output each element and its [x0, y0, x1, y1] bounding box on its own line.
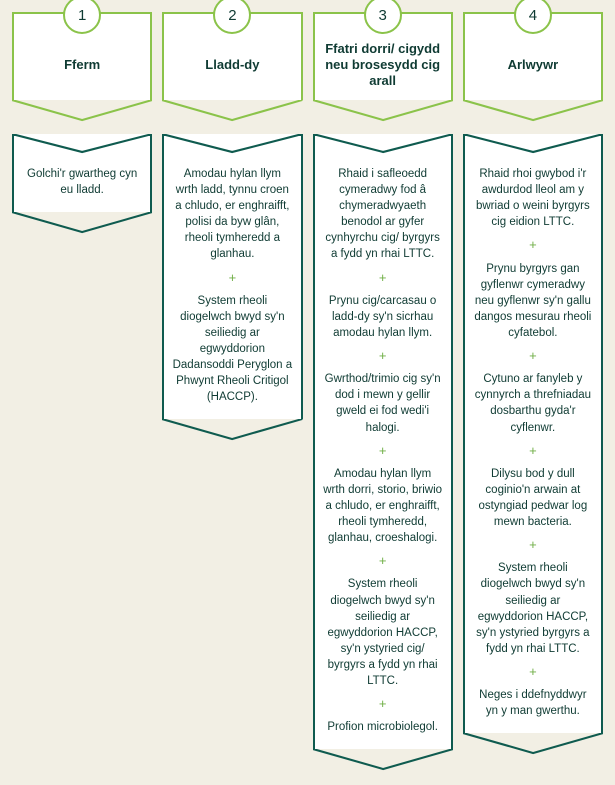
column-header: 2Lladd-dy: [162, 12, 302, 100]
plus-separator: +: [172, 269, 292, 287]
content-item: Profion microbiolegol.: [323, 719, 443, 735]
content-item: Golchi'r gwartheg cyn eu lladd.: [22, 166, 142, 198]
content-chevron: [313, 749, 453, 773]
plus-separator: +: [473, 236, 593, 254]
column-title: Ffatri dorri/ cigydd neu brosesydd cig a…: [315, 41, 451, 90]
content-item: System rheoli diogelwch bwyd sy'n seilie…: [473, 560, 593, 657]
content-item: Rhaid i safleoedd cymeradwy fod â chymer…: [323, 166, 443, 263]
step-number-circle: 1: [63, 0, 101, 34]
process-column: 3Ffatri dorri/ cigydd neu brosesydd cig …: [313, 12, 453, 773]
content-item: Amodau hylan llym wrth ladd, tynnu croen…: [172, 166, 292, 263]
content-chevron: [12, 212, 152, 236]
step-number-circle: 3: [364, 0, 402, 34]
column-title: Fferm: [58, 57, 106, 73]
content-item: Amodau hylan llym wrth dorri, storio, br…: [323, 466, 443, 546]
content-chevron: [463, 733, 603, 757]
process-column: 4Arlwywr Rhaid rhoi gwybod i'r awdurdod …: [463, 12, 603, 757]
column-title: Arlwywr: [502, 57, 565, 73]
plus-separator: +: [473, 347, 593, 365]
header-chevron: [12, 100, 152, 124]
content-item: Rhaid rhoi gwybod i'r awdurdod lleol am …: [473, 166, 593, 230]
content-notch: [162, 134, 302, 156]
header-chevron: [313, 100, 453, 124]
plus-separator: +: [323, 347, 443, 365]
plus-separator: +: [323, 269, 443, 287]
column-content: Rhaid rhoi gwybod i'r awdurdod lleol am …: [463, 134, 603, 733]
content-item: System rheoli diogelwch bwyd sy'n seilie…: [323, 576, 443, 689]
content-chevron: [162, 419, 302, 443]
column-header: 4Arlwywr: [463, 12, 603, 100]
column-content: Amodau hylan llym wrth ladd, tynnu croen…: [162, 134, 302, 419]
header-chevron: [463, 100, 603, 124]
column-header: 3Ffatri dorri/ cigydd neu brosesydd cig …: [313, 12, 453, 100]
column-title: Lladd-dy: [199, 57, 265, 73]
content-notch: [313, 134, 453, 156]
plus-separator: +: [473, 663, 593, 681]
process-column: 1Fferm Golchi'r gwartheg cyn eu lladd.: [12, 12, 152, 236]
content-item: Neges i ddefnyddwyr yn y man gwerthu.: [473, 687, 593, 719]
content-item: Prynu cig/carcasau o ladd-dy sy'n sicrha…: [323, 293, 443, 341]
content-notch: [463, 134, 603, 156]
content-notch: [12, 134, 152, 156]
content-item: System rheoli diogelwch bwyd sy'n seilie…: [172, 293, 292, 406]
column-content: Golchi'r gwartheg cyn eu lladd.: [12, 134, 152, 212]
content-item: Prynu byrgyrs gan gyflenwr cymeradwy neu…: [473, 261, 593, 341]
plus-separator: +: [473, 536, 593, 554]
step-number-circle: 4: [514, 0, 552, 34]
process-column: 2Lladd-dy Amodau hylan llym wrth ladd, t…: [162, 12, 302, 443]
content-item: Dilysu bod y dull coginio'n arwain at os…: [473, 466, 593, 530]
column-content: Rhaid i safleoedd cymeradwy fod â chymer…: [313, 134, 453, 749]
column-header: 1Fferm: [12, 12, 152, 100]
plus-separator: +: [323, 695, 443, 713]
plus-separator: +: [323, 552, 443, 570]
step-number-circle: 2: [213, 0, 251, 34]
header-chevron: [162, 100, 302, 124]
plus-separator: +: [473, 442, 593, 460]
content-item: Cytuno ar fanyleb y cynnyrch a threfniad…: [473, 371, 593, 435]
plus-separator: +: [323, 442, 443, 460]
content-item: Gwrthod/trimio cig sy'n dod i mewn y gel…: [323, 371, 443, 435]
